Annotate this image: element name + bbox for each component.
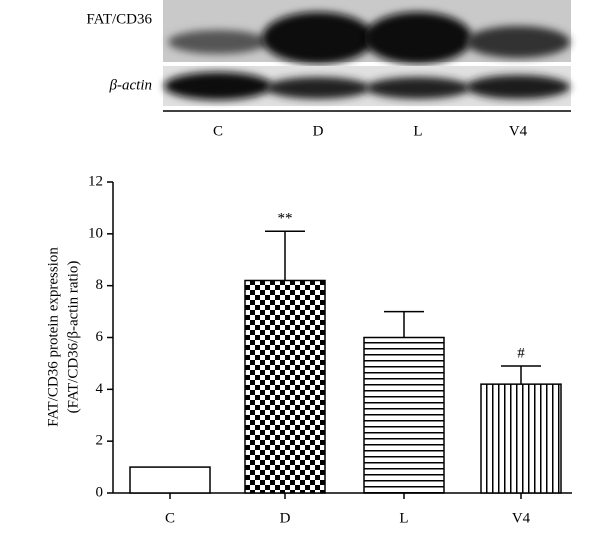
x-tick-label: L xyxy=(399,510,408,526)
x-tick-label: C xyxy=(165,510,175,526)
significance-label: ** xyxy=(278,211,293,227)
significance-label: # xyxy=(517,345,525,361)
y-tick-label: 8 xyxy=(96,277,104,293)
y-axis-title: FAT/CD36 protein expression xyxy=(45,247,61,427)
y-tick-label: 10 xyxy=(88,225,103,241)
bar xyxy=(363,336,445,494)
blot-lane-label: V4 xyxy=(509,123,528,139)
blot-image xyxy=(163,0,571,112)
blot-lane-label: D xyxy=(313,123,324,139)
y-tick-label: 6 xyxy=(96,329,104,345)
x-tick-label: V4 xyxy=(512,510,531,526)
blot-row-label: β-actin xyxy=(109,77,152,93)
blot-lane-label: L xyxy=(413,123,422,139)
y-tick-label: 4 xyxy=(96,381,104,397)
bar xyxy=(129,466,211,494)
y-tick-label: 2 xyxy=(96,433,104,449)
bar xyxy=(244,279,326,494)
y-axis-title: (FAT/CD36/β-actin ratio) xyxy=(65,261,81,414)
y-tick-label: 12 xyxy=(88,173,103,189)
blot-lane-label: C xyxy=(213,123,223,139)
blot-row-label: FAT/CD36 xyxy=(86,11,152,27)
y-tick-label: 0 xyxy=(96,484,104,500)
x-tick-label: D xyxy=(280,510,291,526)
bar xyxy=(480,383,562,494)
